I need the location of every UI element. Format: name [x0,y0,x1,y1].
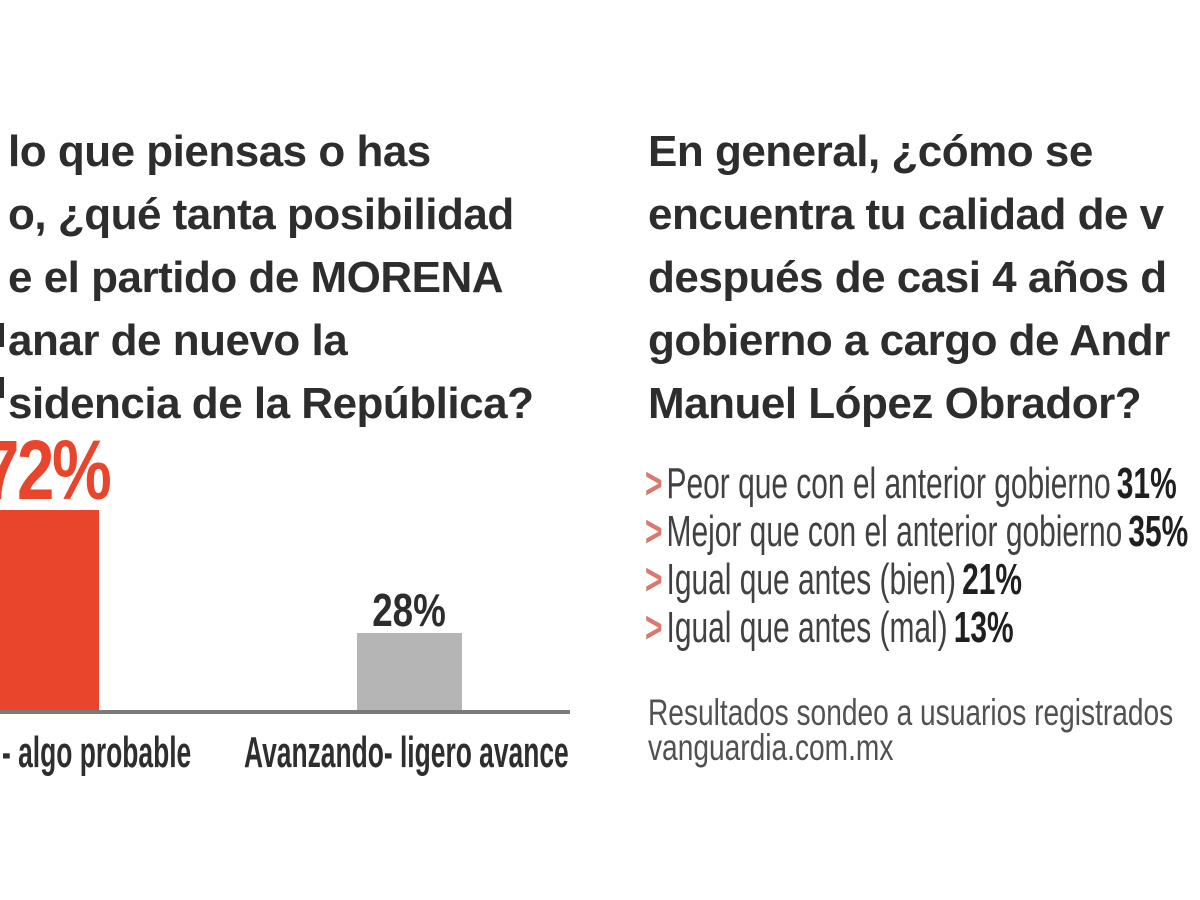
clipped-glyph-fragment [0,323,4,347]
right-question-line-4: gobierno a cargo de Andr [648,316,1170,365]
list-item: >Igual que antes (bien) 21% [645,556,1188,604]
chevron-right-icon: > [645,507,663,556]
list-item-value: 31% [1116,459,1177,508]
right-question-line-5: Manuel López Obrador? [648,379,1142,428]
list-item-label: Igual que antes (mal) [666,603,948,652]
list-item-value: 13% [953,603,1014,652]
right-question-line-1: En general, ¿cómo se [648,127,1093,176]
source-footer-line-2: vanguardia.com.mx [648,727,894,768]
list-item-label: Peor que con el anterior gobierno [666,459,1111,508]
chevron-right-icon: > [645,459,663,508]
left-question-line-5: sidencia de la República? [8,379,534,428]
bar-morena-yes [0,510,99,712]
list-item: >Igual que antes (mal) 13% [645,604,1188,652]
right-question-line-2: encuentra tu calidad de v [648,190,1164,239]
bar-value-label-28-wrap: 28% [357,587,462,633]
x-axis-baseline [0,710,570,714]
list-item-label: Mejor que con el anterior gobierno [666,507,1123,556]
x-axis-label-1: - algo probable [2,728,192,777]
source-footer: Resultados sondeo a usuarios registrados… [648,692,1174,768]
clipped-glyph-fragment [0,377,4,398]
chevron-right-icon: > [645,603,663,652]
poll-results-list: >Peor que con el anterior gobierno 31% >M… [645,460,1188,652]
bar-value-label-72: 72% [0,423,112,517]
list-item-value: 35% [1128,507,1189,556]
right-question-line-3: después de casi 4 años d [648,253,1167,302]
source-footer-line-1: Resultados sondeo a usuarios registrados [648,692,1174,733]
left-question-line-1: lo que piensas o has [8,127,431,176]
list-item: >Peor que con el anterior gobierno 31% [645,460,1188,508]
chevron-right-icon: > [645,555,663,604]
left-question-line-3: e el partido de MORENA [8,253,504,302]
right-question: En general, ¿cómo se encuentra tu calida… [648,120,1200,435]
x-axis-label-2: Avanzando- ligero avance [244,728,569,777]
bar-avanzando [357,633,462,712]
list-item-label: Igual que antes (bien) [666,555,956,604]
bar-value-label-28: 28% [372,584,447,636]
left-question: lo que piensas o has o, ¿qué tanta posib… [8,120,628,435]
left-question-line-2: o, ¿qué tanta posibilidad [8,190,514,239]
list-item: >Mejor que con el anterior gobierno 35% [645,508,1188,556]
left-question-line-4: anar de nuevo la [8,316,348,365]
list-item-value: 21% [962,555,1023,604]
